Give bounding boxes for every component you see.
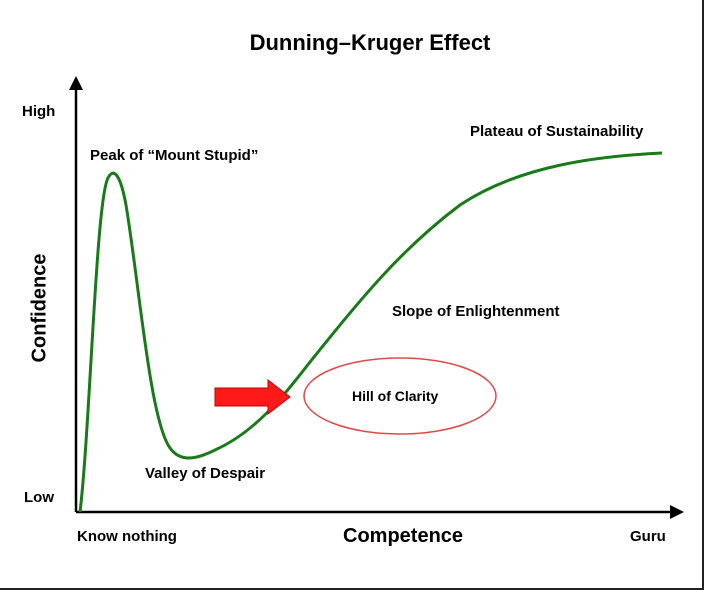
stage-label-plateau: Plateau of Sustainability <box>470 123 643 140</box>
y-axis-top-label: High <box>22 103 55 120</box>
x-axis-right-label: Guru <box>630 528 666 545</box>
diagram-title: Dunning–Kruger Effect <box>0 30 704 56</box>
stage-label-slope: Slope of Enlightenment <box>392 303 560 320</box>
stage-label-valley: Valley of Despair <box>145 465 265 482</box>
x-axis-arrowhead <box>670 505 684 519</box>
y-axis-bottom-label: Low <box>24 489 54 506</box>
confidence-curve <box>80 153 662 512</box>
x-axis-title: Competence <box>343 525 463 548</box>
stage-label-hill: Hill of Clarity <box>352 388 438 404</box>
y-axis-arrowhead <box>69 76 83 90</box>
right-arrow-icon <box>215 380 290 414</box>
stage-label-peak: Peak of “Mount Stupid” <box>90 147 258 164</box>
x-axis-left-label: Know nothing <box>77 528 177 545</box>
y-axis-title: Confidence <box>29 254 52 363</box>
